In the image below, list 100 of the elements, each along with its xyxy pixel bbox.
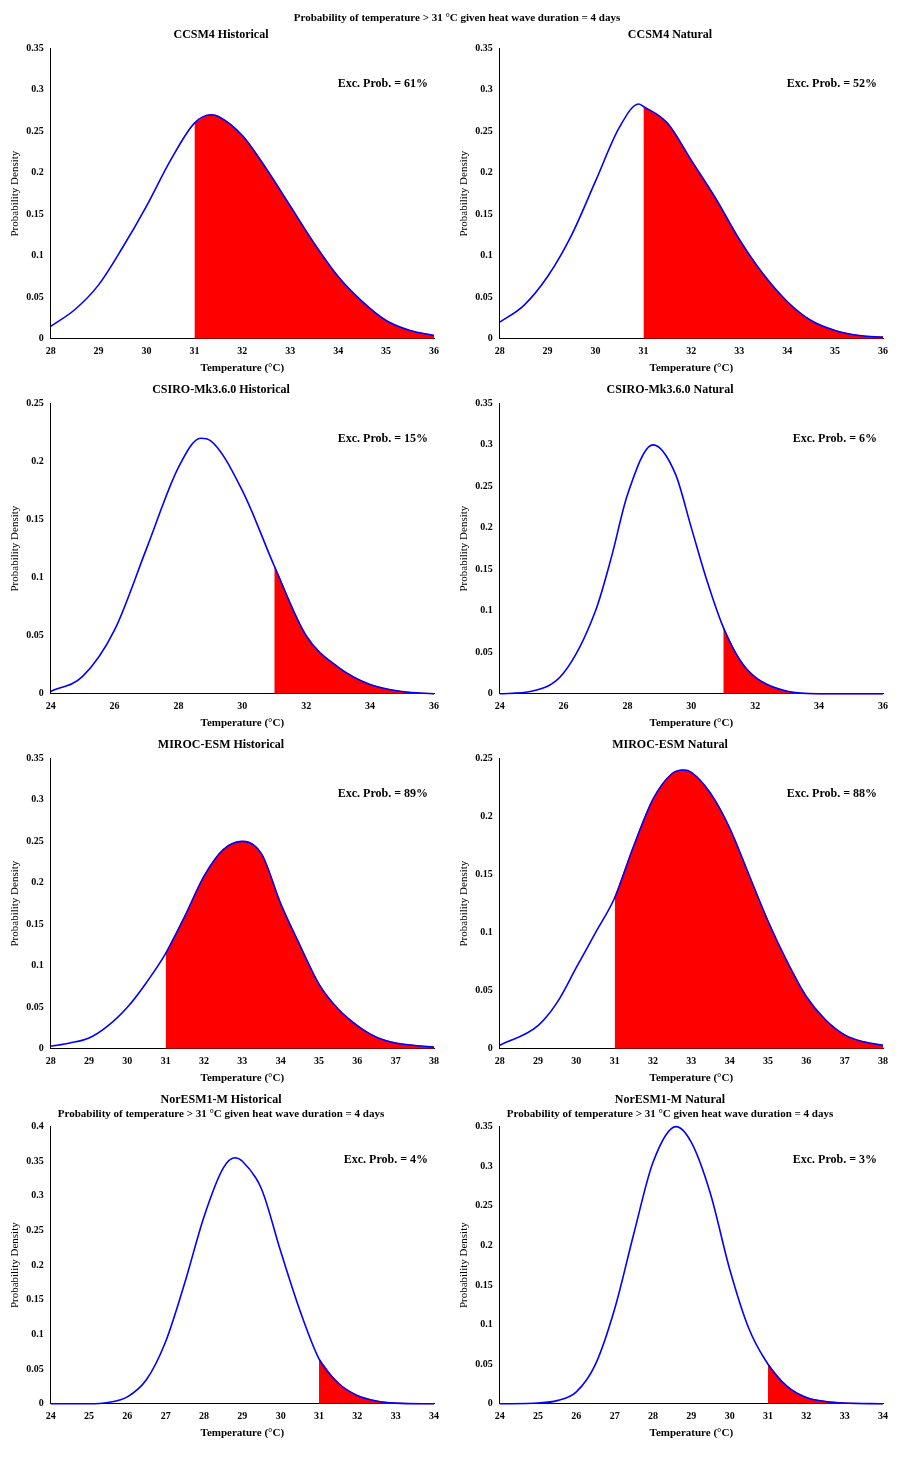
x-tick-label: 34	[365, 700, 376, 712]
y-tick-label: 0.25	[26, 124, 44, 136]
y-tick-label: 0.2	[31, 455, 44, 467]
y-tick-label: 0.1	[31, 571, 44, 583]
x-tick-label: 28	[648, 1410, 659, 1422]
chart-title: CCSM4 Historical	[173, 27, 270, 42]
x-tick-label: 35	[381, 345, 392, 357]
x-tick-label: 32	[237, 345, 248, 357]
x-tick-label: 28	[45, 1055, 56, 1067]
y-tick-label: 0.2	[31, 876, 44, 888]
y-tick-label: 0	[38, 1397, 44, 1409]
y-axis-title: Probability Density	[8, 860, 21, 947]
line-series	[498, 1125, 884, 1405]
x-tick-label: 26	[558, 700, 569, 712]
y-tick-label: 0.1	[480, 1318, 493, 1330]
y-tick-label: 0.3	[480, 1159, 493, 1171]
x-tick-label: 28	[199, 1410, 210, 1422]
x-tick-label: 38	[429, 1055, 439, 1067]
y-tick-label: 0.2	[480, 1238, 493, 1250]
x-tick-label: 26	[571, 1410, 582, 1422]
x-tick-label: 38	[878, 1055, 888, 1067]
x-tick-label: 33	[734, 345, 745, 357]
x-tick-label: 33	[686, 1055, 697, 1067]
chart-title: NorESM1-M Historical	[160, 1092, 283, 1107]
x-axis-title: Temperature (°C)	[649, 1071, 734, 1085]
y-tick-label: 0.35	[26, 41, 44, 53]
x-tick-label: 24	[45, 700, 56, 712]
y-tick-label: 0.2	[31, 1258, 44, 1270]
x-axis-title: Temperature (°C)	[649, 716, 734, 730]
y-tick-label: 0.2	[31, 166, 44, 178]
chart-subtitle: Probability of temperature > 31 °C given heat wave duration = 4 days	[57, 1106, 385, 1119]
x-tick-label: 34	[814, 700, 825, 712]
annotation: Exc. Prob. = 88%	[786, 785, 877, 800]
x-tick-label: 32	[750, 700, 761, 712]
x-tick-label: 33	[237, 1055, 248, 1067]
x-tick-label: 31	[189, 345, 200, 357]
y-tick-label: 0.05	[475, 1357, 493, 1369]
x-tick-label: 36	[801, 1055, 812, 1067]
x-tick-label: 30	[141, 345, 152, 357]
y-axis-title: Probability Density	[8, 505, 21, 592]
y-tick-label: 0.1	[31, 1328, 44, 1340]
y-tick-label: 0.25	[475, 479, 493, 491]
y-tick-label: 0.25	[475, 1199, 493, 1211]
x-tick-label: 24	[494, 700, 505, 712]
x-tick-label: 35	[314, 1055, 325, 1067]
x-tick-label: 30	[237, 700, 248, 712]
annotation: Exc. Prob. = 4%	[343, 1152, 428, 1167]
x-tick-label: 33	[839, 1410, 850, 1422]
x-tick-label: 28	[173, 700, 184, 712]
x-tick-label: 33	[390, 1410, 401, 1422]
chart-title: CCSM4 Natural	[627, 27, 713, 42]
y-tick-label: 0.3	[480, 438, 493, 450]
y-tick-label: 0.35	[26, 1154, 44, 1166]
x-tick-label: 34	[333, 345, 344, 357]
chart-title: MIROC-ESM Historical	[157, 737, 285, 752]
x-tick-label: 36	[429, 345, 439, 357]
x-tick-label: 32	[648, 1055, 659, 1067]
y-axis-title: Probability Density	[8, 1221, 21, 1309]
x-tick-label: 24	[494, 1410, 505, 1422]
x-tick-label: 34	[782, 345, 793, 357]
y-tick-label: 0.1	[31, 249, 44, 261]
y-tick-label: 0	[487, 332, 493, 344]
y-tick-label: 0.15	[26, 513, 44, 525]
y-tick-label: 0.05	[475, 645, 493, 657]
y-tick-label: 0	[38, 687, 44, 699]
x-tick-label: 36	[878, 700, 888, 712]
y-axis-title: Probability Density	[457, 150, 470, 237]
x-tick-label: 34	[724, 1055, 735, 1067]
y-tick-label: 0	[38, 1042, 44, 1054]
x-tick-label: 25	[533, 1410, 544, 1422]
chart-title: MIROC-ESM Natural	[612, 737, 729, 752]
annotation: Exc. Prob. = 89%	[337, 785, 428, 800]
y-tick-label: 0.25	[475, 124, 493, 136]
annotation: Exc. Prob. = 15%	[337, 430, 428, 445]
y-tick-label: 0.3	[31, 793, 44, 805]
x-axis-title: Temperature (°C)	[200, 716, 285, 730]
x-tick-label: 29	[93, 345, 104, 357]
y-axis-title: Probability Density	[457, 505, 470, 592]
y-tick-label: 0.3	[31, 83, 44, 95]
y-tick-label: 0.15	[26, 1293, 44, 1305]
x-tick-label: 37	[839, 1055, 850, 1067]
y-tick-label: 0.25	[26, 834, 44, 846]
x-tick-label: 31	[609, 1055, 620, 1067]
x-tick-label: 26	[122, 1410, 133, 1422]
x-tick-label: 28	[494, 345, 505, 357]
y-tick-label: 0.05	[475, 984, 493, 996]
x-tick-label: 35	[830, 345, 841, 357]
chart-title: NorESM1-M Natural	[614, 1092, 726, 1107]
x-axis-title: Temperature (°C)	[649, 1426, 734, 1440]
x-tick-label: 34	[429, 1410, 439, 1422]
y-tick-label: 0.15	[475, 562, 493, 574]
y-tick-label: 0.2	[480, 521, 493, 533]
y-tick-label: 0.2	[480, 166, 493, 178]
x-tick-label: 29	[533, 1055, 544, 1067]
y-axis-title: Probability Density	[457, 1221, 470, 1309]
y-tick-label: 0.25	[475, 751, 493, 763]
x-tick-label: 25	[84, 1410, 95, 1422]
x-tick-label: 31	[763, 1410, 774, 1422]
x-tick-label: 36	[429, 700, 439, 712]
y-tick-label: 0.35	[475, 396, 493, 408]
